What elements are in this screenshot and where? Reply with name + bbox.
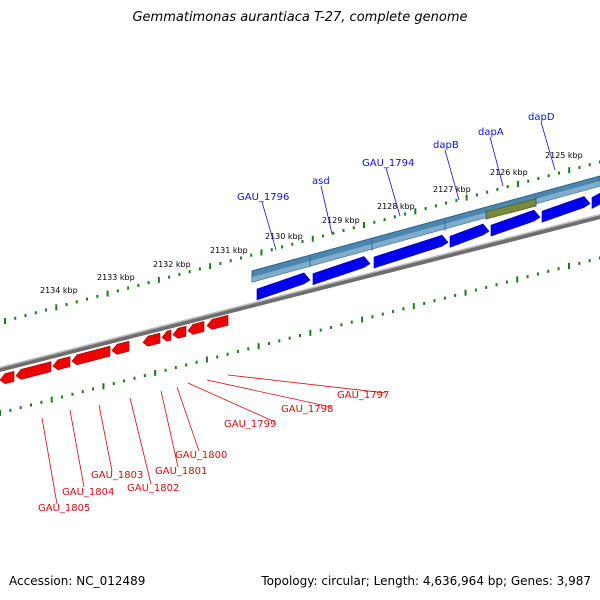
- forward-gene-arrow: [591, 192, 600, 210]
- forward-leader-line: [320, 185, 333, 235]
- figure-title: Gemmatimonas aurantiaca T-27, complete g…: [132, 10, 468, 25]
- forward-gene-label: GAU_1794: [362, 158, 414, 169]
- kbp-label: 2131 kbp: [210, 246, 248, 255]
- forward-gene-arrow: [490, 209, 541, 237]
- forward-gene-label: GAU_1796: [237, 192, 289, 203]
- reverse-gene-label: GAU_1797: [337, 390, 389, 401]
- forward-leader-line: [444, 149, 460, 201]
- accession-text: Accession: NC_012489: [9, 574, 146, 588]
- reverse-gene-arrow: [206, 314, 229, 330]
- forward-gene-label: dapD: [528, 112, 555, 123]
- forward-gene-arrow: [449, 223, 490, 248]
- reverse-gene-arrow: [52, 356, 71, 371]
- reverse-gene-arrow: [71, 345, 111, 366]
- reverse-gene-label: GAU_1801: [155, 466, 207, 477]
- forward-gene-label: asd: [312, 176, 330, 187]
- kbp-label: 2129 kbp: [322, 216, 360, 225]
- forward-gene-arrow: [312, 256, 371, 286]
- reverse-leader-line: [41, 417, 58, 505]
- forward-leader-line: [489, 136, 504, 187]
- reverse-gene-arrow: [111, 340, 130, 355]
- kbp-label: 2134 kbp: [40, 286, 78, 295]
- reverse-gene-arrow: [0, 370, 15, 384]
- reverse-gene-label: GAU_1798: [281, 404, 333, 415]
- forward-leader-line: [261, 201, 277, 251]
- reverse-gene-arrow: [172, 325, 187, 339]
- reverse-gene-label: GAU_1802: [127, 483, 179, 494]
- reverse-leader-line: [187, 382, 276, 423]
- forward-leader-line: [540, 121, 556, 171]
- forward-gene-arrow: [541, 196, 591, 223]
- reverse-gene-arrow: [187, 321, 205, 335]
- reverse-leader-line: [176, 386, 200, 452]
- reverse-gene-label: GAU_1804: [62, 487, 114, 498]
- reverse-gene-arrow: [161, 329, 172, 342]
- kbp-label: 2133 kbp: [97, 273, 135, 282]
- backbone-line: [0, 213, 600, 373]
- kbp-label: 2130 kbp: [265, 232, 303, 241]
- kbp-label: 2125 kbp: [545, 151, 583, 160]
- reverse-leader-line: [160, 390, 179, 468]
- kbp-label: 2128 kbp: [377, 202, 415, 211]
- genome-summary-text: Topology: circular; Length: 4,636,964 bp…: [261, 574, 591, 588]
- forward-gene-arrow: [256, 272, 311, 301]
- reverse-gene-label: GAU_1803: [91, 470, 143, 481]
- reverse-gene-label: GAU_1799: [224, 419, 276, 430]
- kbp-label: 2132 kbp: [153, 260, 191, 269]
- reverse-leader-line: [69, 409, 85, 488]
- reverse-gene-label: GAU_1805: [38, 503, 90, 514]
- kbp-label: 2126 kbp: [490, 168, 528, 177]
- reverse-leader-line: [98, 404, 113, 472]
- forward-gene-label: dapA: [478, 127, 504, 138]
- reverse-gene-label: GAU_1800: [175, 450, 227, 461]
- forward-gene-label: dapB: [433, 140, 459, 151]
- reverse-leader-line: [227, 374, 387, 394]
- reverse-leader-line: [129, 397, 152, 485]
- backbone-highlight: [0, 213, 600, 369]
- reverse-leader-line: [206, 379, 332, 408]
- forward-gene-arrow: [373, 234, 449, 269]
- reverse-gene-arrow: [142, 332, 161, 347]
- kbp-label: 2127 kbp: [433, 185, 471, 194]
- forward-leader-line: [385, 167, 401, 217]
- reverse-gene-arrow: [15, 361, 52, 380]
